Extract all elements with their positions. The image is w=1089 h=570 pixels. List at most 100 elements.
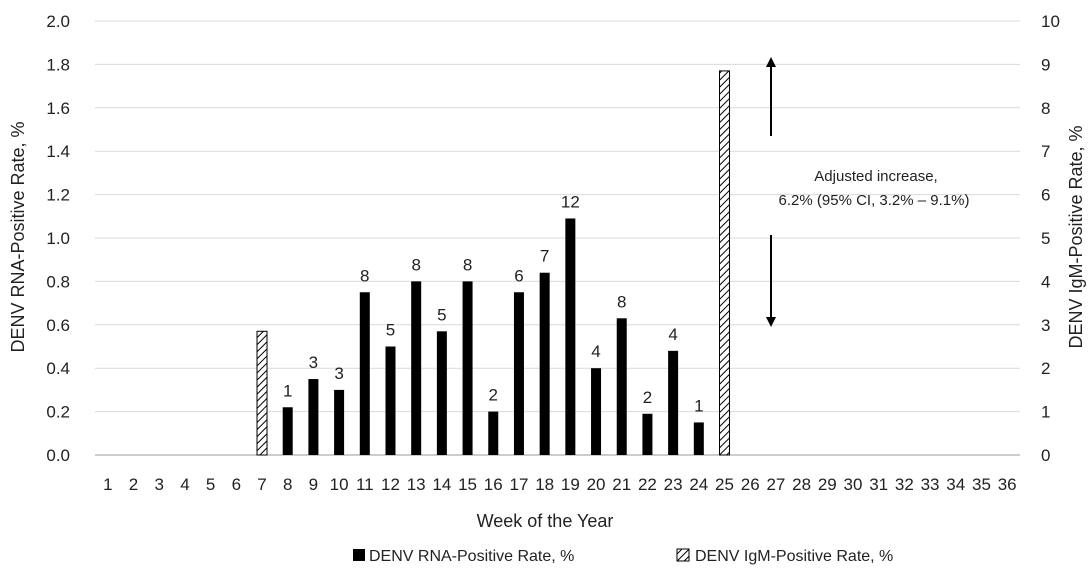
y-axis-left: 0.0 0.2 0.4 0.6 0.8 1.0 1.2 1.4 1.6 1.8 2.0 (46, 12, 70, 465)
y-right-tick-label: 1 (1041, 403, 1050, 422)
y-left-tick-label: 1.0 (46, 229, 70, 248)
x-tick-label: 27 (766, 475, 785, 494)
x-tick-label: 28 (792, 475, 811, 494)
x-tick-label: 1 (103, 475, 112, 494)
legend-label-igm: DENV IgM-Positive Rate, % (695, 548, 893, 565)
x-tick-label: 15 (458, 475, 477, 494)
x-tick-label: 25 (715, 475, 734, 494)
y-left-tick-label: 1.8 (46, 55, 70, 74)
y-right-tick-label: 7 (1041, 142, 1050, 161)
bar-rna-week-21 (616, 318, 627, 455)
y-right-tick-label: 0 (1041, 446, 1050, 465)
data-label-week-23: 4 (668, 325, 677, 344)
y-right-tick-label: 6 (1041, 186, 1050, 205)
x-tick-label: 20 (587, 475, 606, 494)
data-label-week-18: 7 (540, 247, 549, 266)
data-label-week-10: 3 (334, 364, 343, 383)
x-tick-label: 7 (257, 475, 266, 494)
y-axis-left-title: DENV RNA-Positive Rate, % (8, 121, 28, 352)
annotation-line-2: 6.2% (95% CI, 3.2% – 9.1%) (779, 192, 970, 209)
x-tick-label: 21 (612, 475, 631, 494)
x-tick-label: 5 (206, 475, 215, 494)
y-right-tick-label: 8 (1041, 99, 1050, 118)
bar-rna-week-20 (591, 368, 602, 455)
x-tick-label: 24 (689, 475, 708, 494)
x-tick-label: 8 (283, 475, 292, 494)
data-label-week-9: 3 (309, 353, 318, 372)
x-tick-label: 6 (232, 475, 241, 494)
y-right-tick-label: 3 (1041, 316, 1050, 335)
bar-rna-week-23 (668, 350, 679, 455)
legend-label-rna: DENV RNA-Positive Rate, % (369, 548, 574, 565)
bar-rna-week-11 (359, 292, 370, 455)
x-axis-title: Week of the Year (477, 511, 614, 531)
x-tick-label: 17 (509, 475, 528, 494)
y-axis-right: 0 1 2 3 4 5 6 7 8 9 10 (1041, 12, 1060, 465)
bar-igm-week-25 (719, 70, 731, 456)
x-tick-label: 18 (535, 475, 554, 494)
y-right-tick-label: 9 (1041, 55, 1050, 74)
y-left-tick-label: 0.8 (46, 272, 70, 291)
y-left-tick-label: 1.4 (46, 142, 70, 161)
data-label-week-8: 1 (283, 381, 292, 400)
bar-rna-week-18 (539, 272, 550, 455)
y-left-tick-label: 1.2 (46, 186, 70, 205)
x-tick-label: 13 (407, 475, 426, 494)
x-tick-label: 10 (330, 475, 349, 494)
bar-igm-week-7 (256, 330, 268, 456)
x-tick-label: 12 (381, 475, 400, 494)
data-label-week-15: 8 (463, 255, 472, 274)
x-tick-label: 19 (561, 475, 580, 494)
data-label-week-12: 5 (386, 321, 395, 340)
x-tick-label: 9 (309, 475, 318, 494)
y-right-tick-label: 2 (1041, 359, 1050, 378)
x-tick-label: 4 (180, 475, 189, 494)
bar-rna-week-9 (308, 379, 319, 455)
x-tick-label: 22 (638, 475, 657, 494)
x-tick-label: 35 (972, 475, 991, 494)
data-label-week-20: 4 (591, 342, 600, 361)
bars (256, 70, 731, 456)
x-tick-label: 23 (664, 475, 683, 494)
data-label-week-14: 5 (437, 305, 446, 324)
x-tick-label: 3 (155, 475, 164, 494)
y-right-tick-label: 10 (1041, 12, 1060, 31)
bar-rna-week-15 (462, 281, 473, 455)
bar-rna-week-14 (436, 331, 447, 455)
data-label-week-22: 2 (643, 388, 652, 407)
y-left-tick-label: 0.4 (46, 359, 70, 378)
x-tick-label: 30 (844, 475, 863, 494)
data-label-week-16: 2 (489, 386, 498, 405)
bar-rna-week-13 (411, 281, 422, 455)
y-left-tick-label: 0.2 (46, 403, 70, 422)
y-axis-right-title: DENV IgM-Positive Rate, % (1066, 125, 1086, 348)
y-left-tick-label: 2.0 (46, 12, 70, 31)
bar-rna-week-8 (282, 407, 293, 455)
x-tick-label: 11 (356, 475, 374, 494)
adjusted-increase-annotation: Adjusted increase, 6.2% (95% CI, 3.2% – … (766, 57, 970, 327)
x-tick-label: 34 (946, 475, 965, 494)
legend: DENV RNA-Positive Rate, % DENV IgM-Posit… (353, 548, 893, 565)
x-tick-label: 36 (998, 475, 1017, 494)
data-label-week-19: 12 (561, 192, 580, 211)
bar-rna-week-24 (693, 422, 704, 455)
x-tick-label: 33 (921, 475, 940, 494)
bar-rna-week-19 (565, 218, 576, 455)
x-tick-label: 16 (484, 475, 503, 494)
annotation-line-1: Adjusted increase, (814, 168, 937, 185)
bar-rna-week-12 (385, 346, 396, 455)
bar-rna-week-10 (334, 389, 345, 455)
x-tick-label: 26 (741, 475, 760, 494)
bar-rna-week-22 (642, 413, 653, 455)
y-right-tick-label: 4 (1041, 272, 1050, 291)
y-left-tick-label: 1.6 (46, 99, 70, 118)
data-label-week-17: 6 (514, 266, 523, 285)
data-label-week-24: 1 (694, 396, 703, 415)
x-tick-label: 32 (895, 475, 914, 494)
x-tick-label: 31 (869, 475, 888, 494)
gridlines (95, 20, 1020, 456)
data-label-week-11: 8 (360, 266, 369, 285)
